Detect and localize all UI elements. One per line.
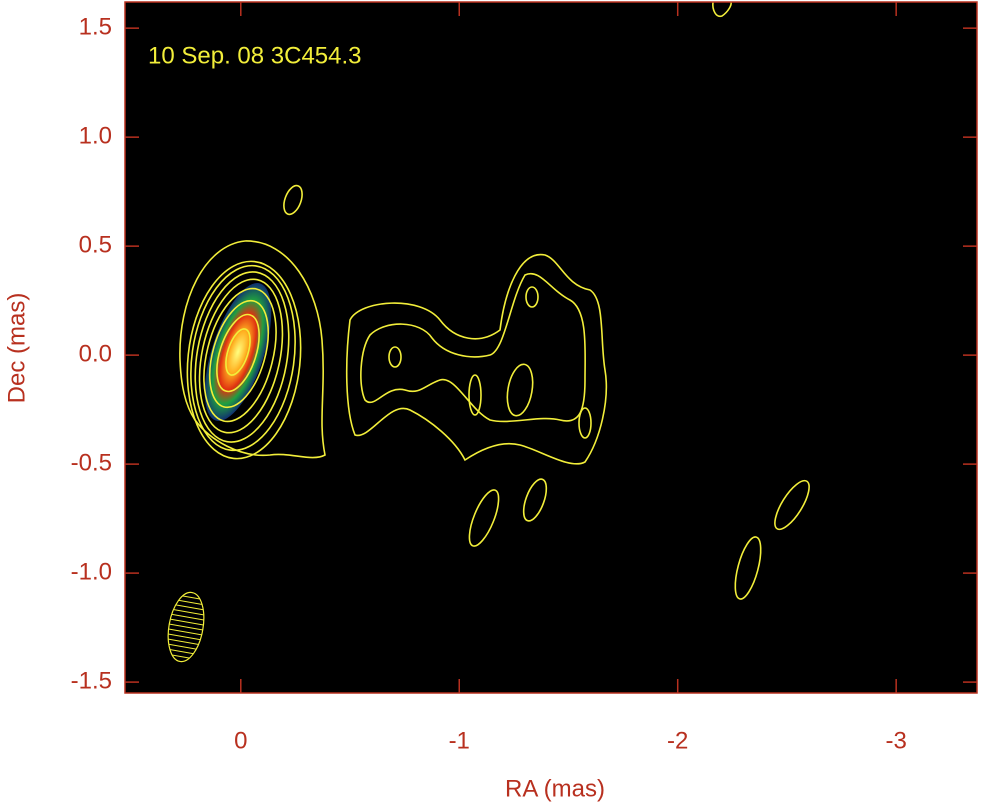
y-tick-label: 0.0 [79, 340, 112, 367]
contours [167, 1, 810, 663]
y-tick-label: -1.0 [71, 558, 112, 585]
x-tick-label: 0 [234, 727, 247, 754]
y-tick-label: 1.5 [79, 14, 112, 41]
x-axis-label: RA (mas) [505, 775, 605, 802]
y-tick-label: 0.5 [79, 231, 112, 258]
plot-frame [124, 1, 978, 694]
y-tick-label: -0.5 [71, 449, 112, 476]
y-tick-label: -1.5 [71, 667, 112, 694]
x-tick-label: -2 [667, 727, 688, 754]
y-axis-label: Dec (mas) [3, 293, 30, 404]
x-tick-label: -1 [449, 727, 470, 754]
y-tick-label: 1.0 [79, 122, 112, 149]
chart-title: 10 Sep. 08 3C454.3 [148, 42, 362, 69]
x-tick-label: -3 [885, 727, 906, 754]
